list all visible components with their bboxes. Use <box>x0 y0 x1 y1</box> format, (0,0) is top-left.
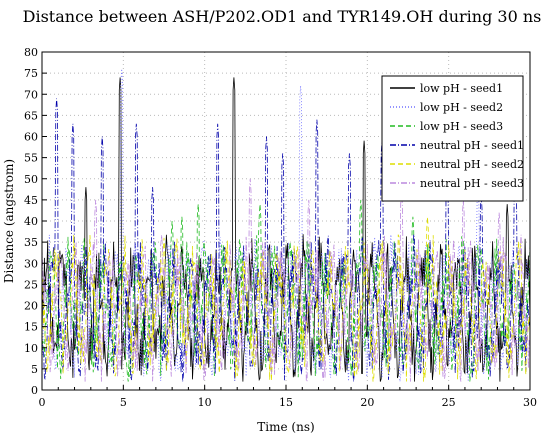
legend-entry: low pH - seed3 <box>420 120 503 133</box>
legend-entry: low pH - seed1 <box>420 82 503 95</box>
legend-entry: neutral pH - seed1 <box>420 139 524 152</box>
series-line-3 <box>41 199 531 382</box>
series-line-5 <box>41 216 531 382</box>
y-tick-label: 30 <box>24 257 38 270</box>
x-axis-ticks: 0 5 10 15 20 25 30 <box>39 385 537 409</box>
y-tick-label: 70 <box>24 88 38 101</box>
y-tick-label: 75 <box>24 67 38 80</box>
x-tick-label: 20 <box>360 396 374 409</box>
y-tick-label: 65 <box>24 109 38 122</box>
y-tick-label: 80 <box>24 46 38 59</box>
x-axis-label: Time (ns) <box>257 420 314 434</box>
series-line-6 <box>41 178 531 383</box>
y-tick-label: 45 <box>24 194 38 207</box>
y-axis-ticks: 0 5 10 15 20 25 30 35 40 45 50 55 60 65 70 75 80 <box>24 46 47 397</box>
y-axis-label: Distance (angstrom) <box>2 159 16 283</box>
x-tick-label: 15 <box>279 396 293 409</box>
y-tick-label: 15 <box>24 321 38 334</box>
y-tick-label: 50 <box>24 173 38 186</box>
series-line-1 <box>41 77 531 382</box>
y-tick-label: 10 <box>24 342 38 355</box>
series-line-4 <box>41 98 531 382</box>
x-tick-label: 10 <box>198 396 212 409</box>
y-tick-label: 25 <box>24 278 38 291</box>
y-tick-label: 5 <box>31 363 38 376</box>
x-tick-label: 25 <box>442 396 456 409</box>
chart-title: Distance between ASH/P202.OD1 and TYR149… <box>23 7 542 26</box>
series-lines <box>41 68 531 383</box>
x-tick-label: 0 <box>39 396 46 409</box>
x-tick-label: 5 <box>120 396 127 409</box>
legend-entry: neutral pH - seed3 <box>420 177 524 190</box>
legend-box <box>381 75 524 202</box>
legend-entry: low pH - seed2 <box>420 101 503 114</box>
y-tick-label: 20 <box>24 300 38 313</box>
x-tick-label: 30 <box>523 396 537 409</box>
legend: low pH - seed1 low pH - seed2 low pH - see… <box>381 75 524 202</box>
y-tick-label: 0 <box>31 384 38 397</box>
y-tick-label: 35 <box>24 236 38 249</box>
y-tick-label: 60 <box>24 131 38 144</box>
legend-entry: neutral pH - seed2 <box>420 158 524 171</box>
y-tick-label: 55 <box>24 152 38 165</box>
y-tick-label: 40 <box>24 215 38 228</box>
